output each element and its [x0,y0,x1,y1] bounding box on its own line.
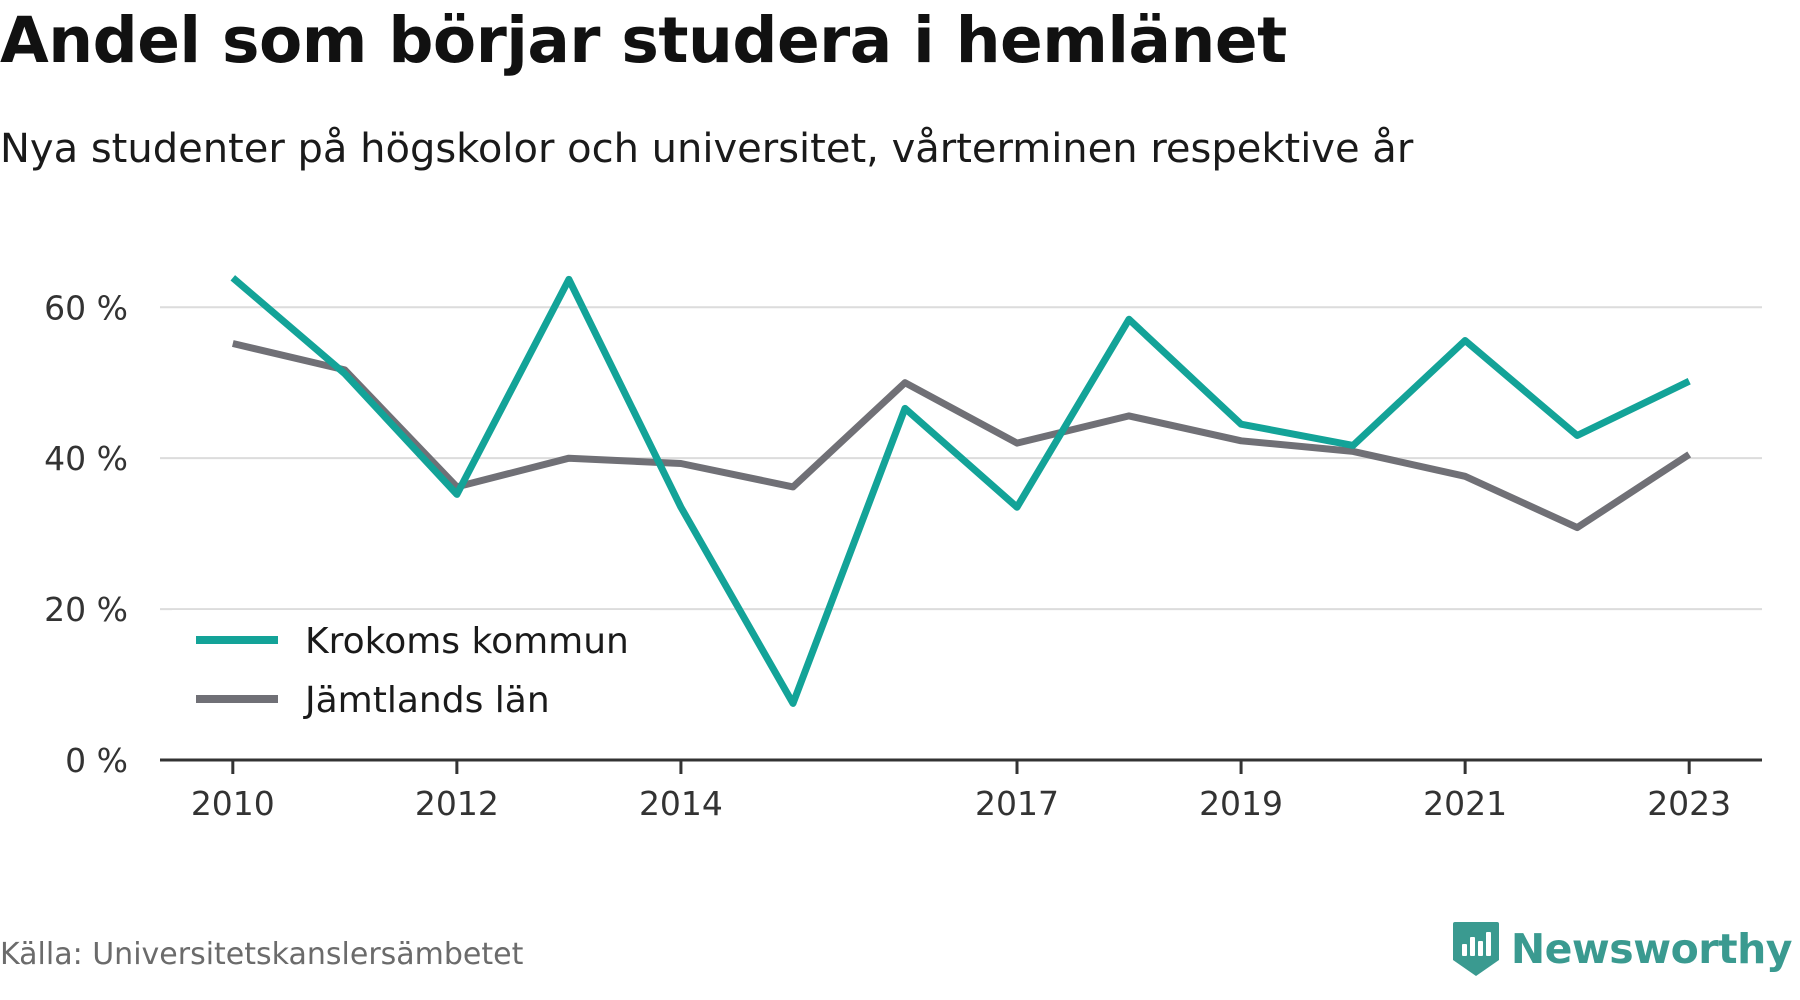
x-tick-label: 2014 [639,784,723,823]
x-tick-label: 2023 [1647,784,1731,823]
series-line-krokoms-kommun [230,275,1691,707]
chart-subtitle: Nya studenter på högskolor och universit… [0,126,1414,172]
brand-name: Newsworthy [1510,925,1793,973]
source-note: Källa: Universitetskanslersämbetet [0,937,524,972]
brand-logo: Newsworthy [1451,920,1793,978]
legend-label: Jämtlands län [303,680,550,721]
x-tick-label: 2017 [975,784,1059,823]
y-tick-label: 40 % [44,439,128,478]
x-tick-label: 2012 [415,784,499,823]
x-tick-label: 2021 [1423,784,1507,823]
x-tick-label: 2019 [1199,784,1283,823]
legend-label: Krokoms kommun [305,621,629,662]
series-line-jamtlands-lan [231,340,1692,532]
y-tick-label: 60 % [44,288,128,327]
y-tick-label: 20 % [44,590,128,629]
y-tick-label: 0 % [65,741,128,780]
x-tick-label: 2010 [191,784,275,823]
legend-background [172,610,650,736]
chart-title: Andel som börjar studera i hemlänet [0,4,1287,77]
newsworthy-logo-icon [1452,922,1499,976]
